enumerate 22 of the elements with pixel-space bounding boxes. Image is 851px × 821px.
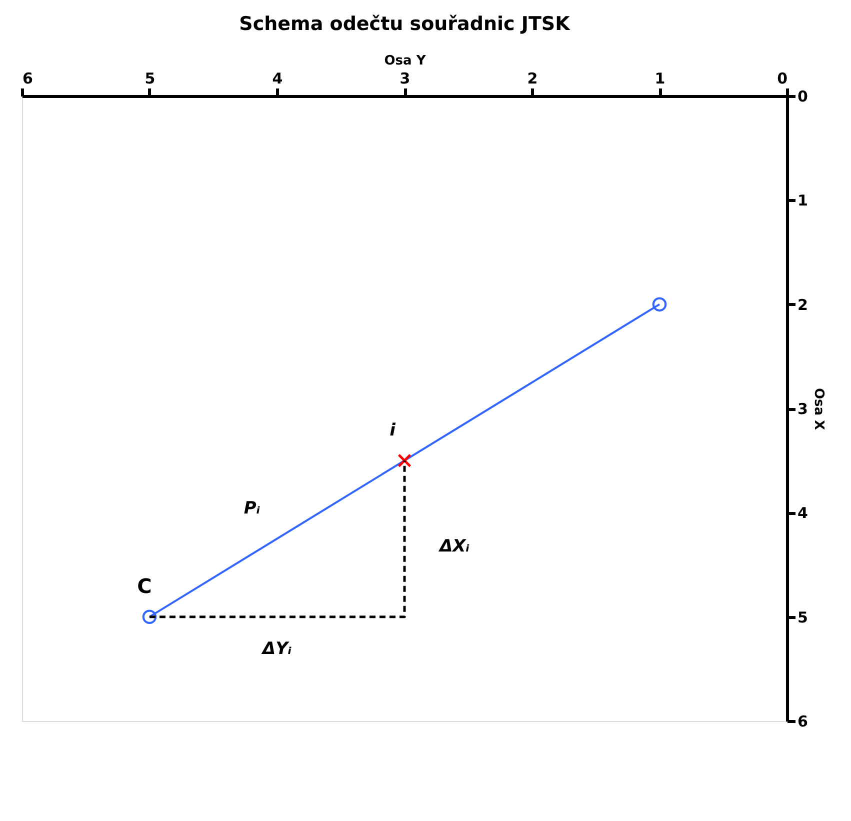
annotation: i [390, 420, 397, 441]
x-tick-label: 0 [777, 70, 788, 88]
annotation: Pᵢ [244, 498, 260, 519]
y-tick-label: 4 [798, 504, 808, 522]
y-tick-label: 1 [798, 192, 808, 210]
y-tick-label: 0 [798, 88, 808, 106]
x-tick-label: 4 [272, 70, 283, 88]
chart-title: Schema odečtu souřadnic JTSK [239, 13, 572, 35]
x-tick-label: 2 [527, 70, 538, 88]
x-tick-label: 5 [144, 70, 156, 88]
x-axis-title: Osa Y [384, 54, 426, 68]
y-tick-label: 6 [798, 712, 808, 730]
y-tick-label: 3 [798, 400, 808, 418]
annotation: ΔYᵢ [260, 638, 292, 659]
x-tick-label: 6 [22, 70, 33, 88]
x-tick-label: 3 [400, 70, 410, 88]
annotation: C [137, 574, 152, 598]
annotation: ΔXᵢ [438, 536, 470, 557]
y-tick-label: 5 [798, 608, 808, 626]
y-tick-label: 2 [798, 296, 808, 314]
x-tick-label: 1 [654, 70, 666, 88]
y-axis-title: Osa X [810, 388, 826, 430]
